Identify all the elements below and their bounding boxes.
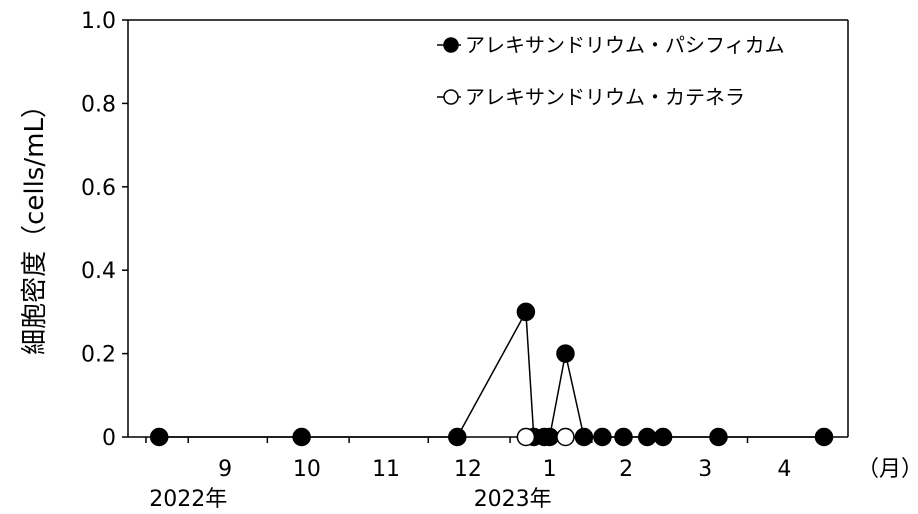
series-1-point bbox=[814, 427, 834, 447]
x-tick-label: 3 bbox=[698, 457, 712, 482]
y-tick-label: 0.4 bbox=[81, 259, 116, 284]
series-2-point bbox=[556, 427, 575, 447]
x-tick-label: 2 bbox=[619, 457, 633, 482]
y-tick-label: 0.2 bbox=[81, 343, 116, 368]
y-tick-label: 0.6 bbox=[81, 176, 116, 201]
series-1-point bbox=[709, 427, 728, 447]
series-1-point bbox=[149, 427, 169, 447]
x-tick-label: 12 bbox=[454, 457, 482, 482]
series-1-point bbox=[593, 427, 612, 447]
series-1-point bbox=[540, 427, 559, 447]
series-1-point bbox=[448, 427, 467, 447]
series-1-point bbox=[292, 427, 311, 447]
series-1-point bbox=[653, 427, 673, 447]
x-unit-label: （月） bbox=[857, 457, 918, 482]
y-tick-label: 1.0 bbox=[81, 9, 116, 34]
series-1-point bbox=[516, 302, 536, 322]
y-tick-label: 0.8 bbox=[81, 92, 116, 117]
series-1-point bbox=[556, 344, 575, 363]
series-1-point bbox=[574, 427, 594, 447]
y-tick-label: 0 bbox=[102, 426, 116, 451]
legend-marker-1 bbox=[443, 37, 459, 53]
y-axis-title-text: 細胞密度（cells/mL） bbox=[19, 91, 50, 355]
x-labels: 9 10 11 12 1 2 3 4 （月）2022年 2023年 bbox=[149, 457, 918, 512]
x-tick-label: 11 bbox=[372, 457, 400, 482]
y-axis-title: 細胞密度（cells/mL） bbox=[2, 58, 62, 388]
x-tick-label: 10 bbox=[293, 457, 321, 482]
series-1-point bbox=[637, 427, 657, 447]
x-tick-label: 1 bbox=[543, 457, 557, 482]
legend-label-2: アレキサンドリウム・カテネラ bbox=[465, 85, 745, 109]
legend-marker-2 bbox=[443, 89, 459, 105]
series-layer bbox=[149, 302, 834, 447]
y-ticks: 0 0.2 0.4 0.6 0.8 1.0 bbox=[81, 9, 128, 451]
plot-area bbox=[127, 19, 849, 438]
series-1-point bbox=[614, 427, 633, 447]
legend-label-1: アレキサンドリウム・パシフィカム bbox=[465, 33, 785, 57]
series-2-point bbox=[516, 427, 536, 447]
series-line-1 bbox=[159, 309, 824, 438]
year-label: 2022年 bbox=[149, 487, 227, 512]
year-label: 2023年 bbox=[474, 487, 552, 512]
x-tick-label: 4 bbox=[777, 457, 791, 482]
x-tick-label: 9 bbox=[218, 457, 232, 482]
